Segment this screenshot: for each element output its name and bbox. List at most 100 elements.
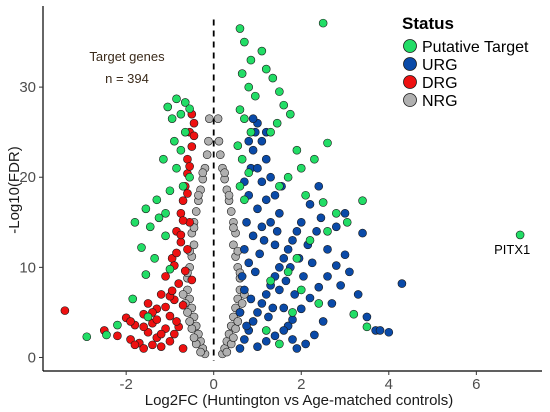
data-point [244, 136, 254, 146]
y-tick-label: 0 [28, 349, 36, 366]
data-point [281, 276, 291, 286]
data-point [270, 240, 280, 250]
data-point [191, 207, 201, 216]
data-point [275, 181, 284, 191]
data-point [336, 281, 345, 290]
data-point [272, 227, 282, 236]
data-point [189, 240, 199, 250]
data-point [266, 127, 275, 137]
data-point [237, 299, 247, 308]
data-point [275, 263, 284, 272]
data-point [286, 109, 295, 119]
data-point [176, 109, 186, 119]
data-point [253, 163, 262, 173]
legend-label: URG [422, 57, 458, 74]
data-point [323, 138, 332, 148]
legend-label: DRG [422, 75, 458, 92]
data-point [397, 279, 407, 288]
data-point [331, 261, 341, 270]
data-point [174, 279, 183, 288]
data-point [202, 150, 212, 160]
data-point [283, 267, 293, 277]
data-point [165, 311, 175, 321]
data-point [130, 340, 140, 350]
data-point [143, 312, 153, 322]
data-point [312, 227, 321, 236]
data-point [235, 24, 245, 33]
x-tick-label: 6 [472, 376, 480, 393]
data-point [240, 114, 249, 123]
data-point [180, 127, 190, 137]
y-axis-title: -Log10(FDR) [6, 146, 23, 234]
data-point [257, 177, 267, 187]
data-point [183, 308, 192, 317]
data-point [172, 248, 181, 258]
data-point [178, 216, 188, 225]
axes: -2 0 2 4 6 0 10 20 30 [19, 6, 542, 393]
data-point [250, 91, 260, 101]
data-point [196, 347, 205, 357]
data-point [266, 217, 275, 227]
data-point [288, 315, 297, 324]
data-point [185, 104, 194, 114]
data-point [161, 272, 170, 281]
data-point [176, 230, 186, 240]
data-point [145, 222, 155, 232]
data-point [237, 272, 247, 281]
data-point [242, 321, 251, 331]
data-point [60, 306, 70, 315]
data-point [82, 332, 92, 342]
data-point [292, 344, 302, 353]
data-point [248, 317, 258, 326]
data-point [279, 303, 289, 313]
data-point [187, 275, 197, 285]
data-point [299, 272, 308, 281]
data-point [130, 217, 140, 227]
data-point [244, 168, 254, 178]
data-point [310, 154, 319, 164]
data-point [358, 196, 367, 205]
data-point [167, 114, 177, 123]
data-point [229, 333, 238, 342]
data-point [246, 127, 256, 137]
x-axis-title: Log2FC (Huntington vs Age-matched contro… [145, 392, 454, 409]
data-point [248, 114, 258, 123]
data-point [314, 282, 324, 292]
data-point [253, 308, 262, 317]
data-point [261, 290, 271, 299]
data-point [165, 336, 175, 346]
y-tick-label: 10 [19, 259, 36, 276]
data-point [305, 199, 315, 209]
data-point [345, 267, 354, 277]
data-point [384, 327, 394, 337]
data-point [194, 190, 203, 200]
data-point [139, 322, 148, 332]
data-point [257, 222, 267, 232]
data-point [331, 208, 341, 218]
data-point [307, 258, 317, 268]
data-point [176, 145, 186, 155]
data-point [261, 154, 271, 164]
data-point [165, 264, 175, 274]
data-point [141, 270, 151, 279]
data-point [150, 254, 159, 263]
data-point [362, 322, 372, 332]
data-point [178, 290, 188, 299]
data-point [226, 207, 236, 216]
data-point [275, 87, 284, 96]
data-point [102, 330, 111, 340]
legend-key [403, 39, 417, 53]
data-point [318, 317, 328, 326]
data-point [159, 154, 168, 164]
data-point [185, 162, 194, 171]
data-point [161, 231, 170, 241]
legend-key [403, 93, 417, 107]
data-point [296, 163, 306, 173]
x-tick-label: -2 [119, 376, 132, 393]
data-point [257, 46, 267, 56]
data-point [288, 236, 297, 245]
series-urg [235, 114, 407, 353]
data-point [163, 102, 173, 112]
data-point [235, 308, 245, 317]
